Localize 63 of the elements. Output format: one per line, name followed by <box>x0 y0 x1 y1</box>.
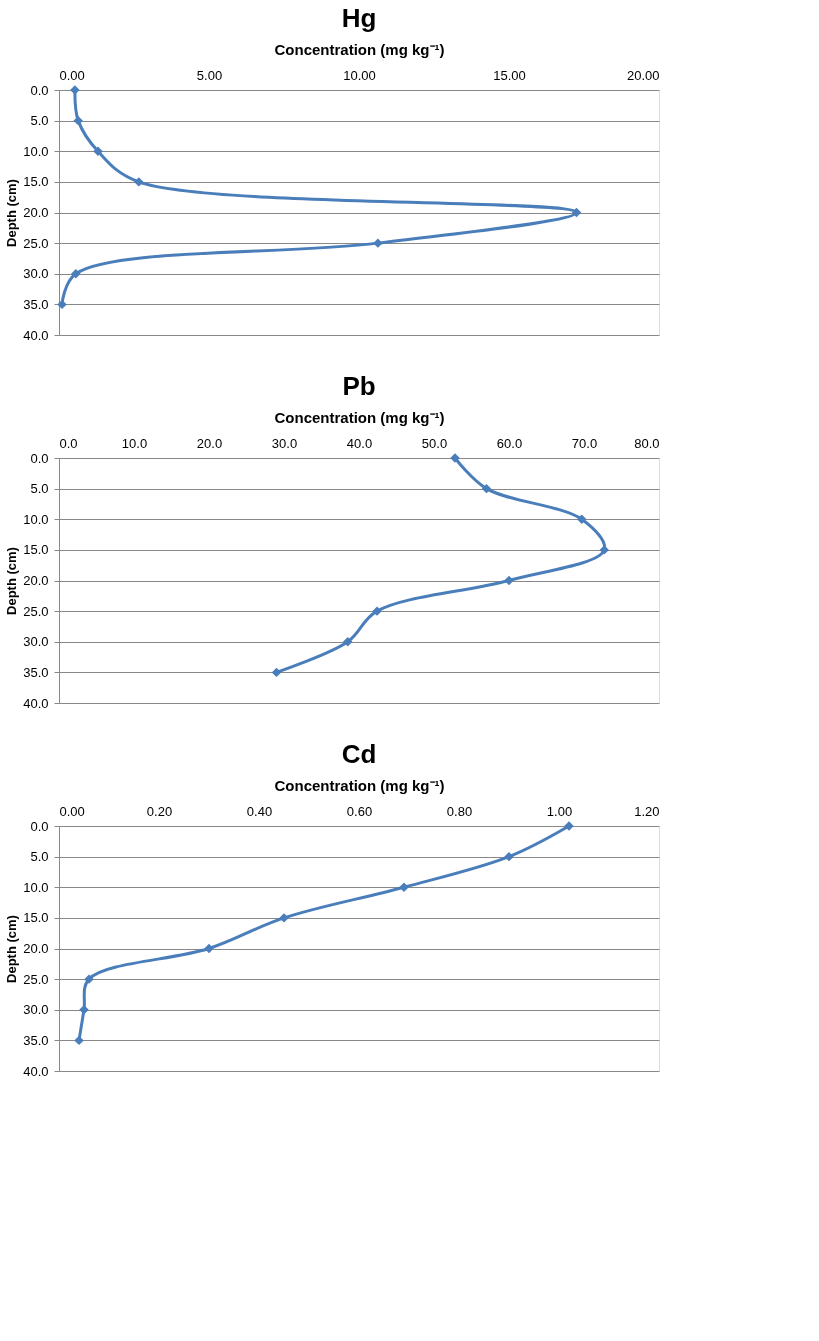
point <box>599 545 609 555</box>
y-axis-title: Depth (cm) <box>4 547 20 615</box>
y-tick-label: 0.0 <box>30 818 49 834</box>
y-tick-label: 10.0 <box>23 143 49 159</box>
x-axis-title: Concentration (mg kg⁻¹) <box>274 776 445 794</box>
x-tick-label: 80.0 <box>634 435 660 451</box>
chart-title: Hg <box>341 3 377 33</box>
y-tick-label: 25.0 <box>23 971 49 987</box>
y-tick-label: 15.0 <box>23 542 49 558</box>
point <box>343 637 353 647</box>
y-axis-title: Depth (cm) <box>4 915 20 983</box>
chart-title: Cd <box>341 739 377 769</box>
x-tick-label: 15.00 <box>493 67 526 83</box>
point <box>271 667 282 678</box>
x-tick-label: 30.0 <box>271 435 298 451</box>
y-tick-label: 35.0 <box>23 296 49 312</box>
x-tick-label: 20.00 <box>626 67 660 83</box>
y-tick-label: 10.0 <box>23 879 49 895</box>
x-axis-title: Concentration (mg kg⁻¹) <box>274 408 445 426</box>
y-tick-label: 10.0 <box>23 511 49 527</box>
y-tick-label: 0.0 <box>30 450 49 466</box>
x-axis-title: Concentration (mg kg⁻¹) <box>274 40 445 58</box>
x-tick-label: 50.0 <box>421 435 448 451</box>
y-tick-label: 40.0 <box>23 695 49 711</box>
x-tick-label: 0.20 <box>146 803 173 819</box>
y-tick-label: 35.0 <box>23 664 49 680</box>
y-tick-label: 30.0 <box>23 634 49 650</box>
y-tick-label: 5.0 <box>30 849 49 865</box>
x-tick-label: 20.0 <box>196 435 223 451</box>
y-tick-label: 30.0 <box>23 1002 49 1018</box>
x-tick-label: 0.40 <box>246 803 273 819</box>
x-tick-label: 0.0 <box>59 435 78 451</box>
x-tick-label: 1.00 <box>546 803 573 819</box>
x-tick-label: 0.00 <box>59 67 85 83</box>
y-axis-title: Depth (cm) <box>4 179 20 247</box>
x-tick-label: 0.60 <box>346 803 373 819</box>
x-tick-label: 10.0 <box>121 435 148 451</box>
point <box>577 514 587 524</box>
y-tick-label: 25.0 <box>23 235 49 251</box>
x-tick-label: 1.20 <box>634 803 660 819</box>
point <box>481 483 492 494</box>
y-tick-label: 15.0 <box>23 174 49 190</box>
x-tick-label: 0.80 <box>446 803 473 819</box>
x-tick-label: 60.0 <box>496 435 523 451</box>
y-tick-label: 35.0 <box>23 1032 49 1048</box>
y-tick-label: 25.0 <box>23 603 49 619</box>
x-tick-label: 5.00 <box>196 67 223 83</box>
y-tick-label: 5.0 <box>30 113 49 129</box>
y-tick-label: 20.0 <box>23 573 49 588</box>
chart-title: Pb <box>342 371 376 401</box>
x-tick-label: 70.0 <box>571 435 598 451</box>
y-tick-label: 20.0 <box>23 205 49 220</box>
x-tick-label: 40.0 <box>346 435 373 451</box>
point <box>504 575 514 586</box>
y-tick-label: 40.0 <box>23 327 49 343</box>
y-tick-label: 0.0 <box>30 82 49 98</box>
y-tick-label: 20.0 <box>23 941 49 956</box>
y-tick-label: 30.0 <box>23 266 49 282</box>
x-tick-label: 0.00 <box>59 803 85 819</box>
y-tick-label: 40.0 <box>23 1063 49 1079</box>
x-tick-label: 10.00 <box>343 67 376 83</box>
y-tick-label: 5.0 <box>30 481 49 497</box>
y-tick-label: 15.0 <box>23 910 49 926</box>
